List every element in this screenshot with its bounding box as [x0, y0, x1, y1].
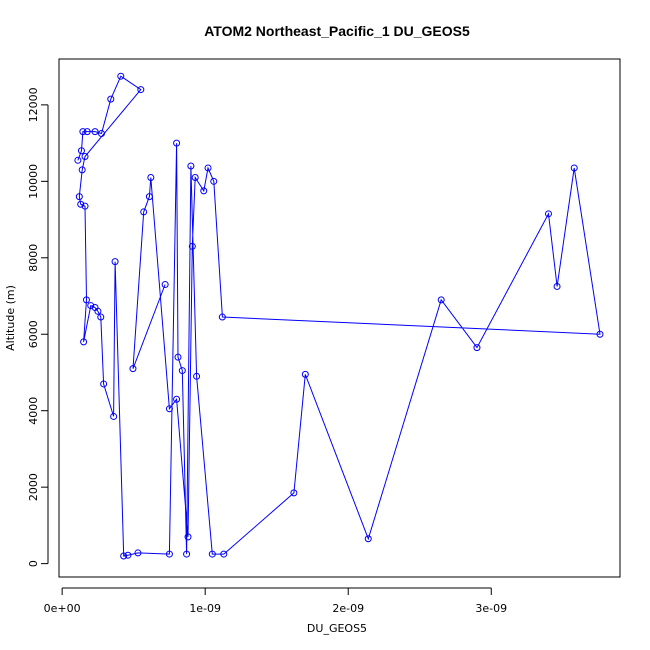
- data-point: [124, 551, 132, 559]
- x-tick-label: 1e-09: [189, 602, 221, 615]
- data-point: [79, 128, 87, 136]
- x-tick-label: 3e-09: [475, 602, 507, 615]
- data-point: [553, 282, 561, 290]
- data-point: [191, 174, 199, 182]
- series-line: [77, 75, 601, 557]
- y-axis: 0 2000 4000 6000 8000 10000 12000: [27, 87, 49, 567]
- data-point: [83, 128, 91, 136]
- y-axis-label: Altitude (m): [4, 285, 17, 351]
- y-tick-label: 12000: [27, 87, 40, 122]
- data-point: [107, 95, 115, 103]
- data-point: [110, 412, 118, 420]
- data-point: [208, 550, 216, 558]
- x-tick-label: 2e-09: [332, 602, 364, 615]
- y-tick-label: 6000: [27, 320, 40, 348]
- data-point: [178, 367, 186, 375]
- data-point: [91, 128, 99, 136]
- data-point: [218, 313, 226, 321]
- chart-title: ATOM2 Northeast_Pacific_1 DU_GEOS5: [204, 23, 470, 39]
- data-point: [81, 202, 89, 210]
- data-point: [193, 372, 201, 380]
- data-point: [173, 395, 181, 403]
- data-point: [75, 193, 83, 201]
- data-point: [81, 152, 89, 160]
- data-point: [187, 162, 195, 170]
- data-point: [78, 166, 86, 174]
- data-point: [570, 164, 578, 172]
- data-point: [364, 535, 372, 543]
- data-point: [80, 338, 88, 346]
- plot-frame: [58, 58, 621, 578]
- data-point: [544, 210, 552, 218]
- data-point: [473, 344, 481, 352]
- data-point: [204, 164, 212, 172]
- y-tick-label: 8000: [27, 244, 40, 272]
- data-point: [74, 156, 82, 164]
- y-tick-label: 10000: [27, 164, 40, 199]
- data-point: [97, 313, 105, 321]
- data-point: [437, 296, 445, 304]
- data-point: [77, 200, 85, 208]
- data-point: [174, 353, 182, 361]
- data-point: [161, 281, 169, 289]
- data-point: [129, 365, 137, 373]
- data-point: [134, 549, 142, 557]
- data-point: [97, 130, 105, 138]
- data-point: [120, 552, 128, 560]
- data-point: [301, 370, 309, 378]
- data-point: [184, 533, 192, 541]
- y-tick-label: 2000: [27, 473, 40, 501]
- data-point: [165, 405, 173, 413]
- x-tick-label: 0e+00: [44, 602, 81, 615]
- y-tick-label: 0: [27, 560, 40, 567]
- data-point: [100, 380, 108, 388]
- data-point: [210, 177, 218, 185]
- data-point: [111, 258, 119, 266]
- data-point: [596, 330, 604, 338]
- data-point: [290, 489, 298, 497]
- data-point: [94, 307, 102, 315]
- data-point: [183, 550, 191, 558]
- data-point: [117, 72, 125, 80]
- data-point: [173, 139, 181, 147]
- x-axis: 0e+00 1e-09 2e-09 3e-09: [44, 587, 507, 615]
- data-point: [200, 187, 208, 195]
- data-point: [77, 147, 85, 155]
- data-point: [147, 174, 155, 182]
- y-tick-label: 4000: [27, 397, 40, 425]
- data-point: [165, 550, 173, 558]
- data-point: [137, 86, 145, 94]
- data-point: [220, 550, 228, 558]
- data-point: [145, 193, 153, 201]
- data-point: [188, 242, 196, 250]
- data-point: [82, 296, 90, 304]
- data-series: [74, 72, 604, 560]
- x-axis-label: DU_GEOS5: [307, 622, 367, 635]
- data-point: [87, 302, 95, 310]
- data-point: [140, 208, 148, 216]
